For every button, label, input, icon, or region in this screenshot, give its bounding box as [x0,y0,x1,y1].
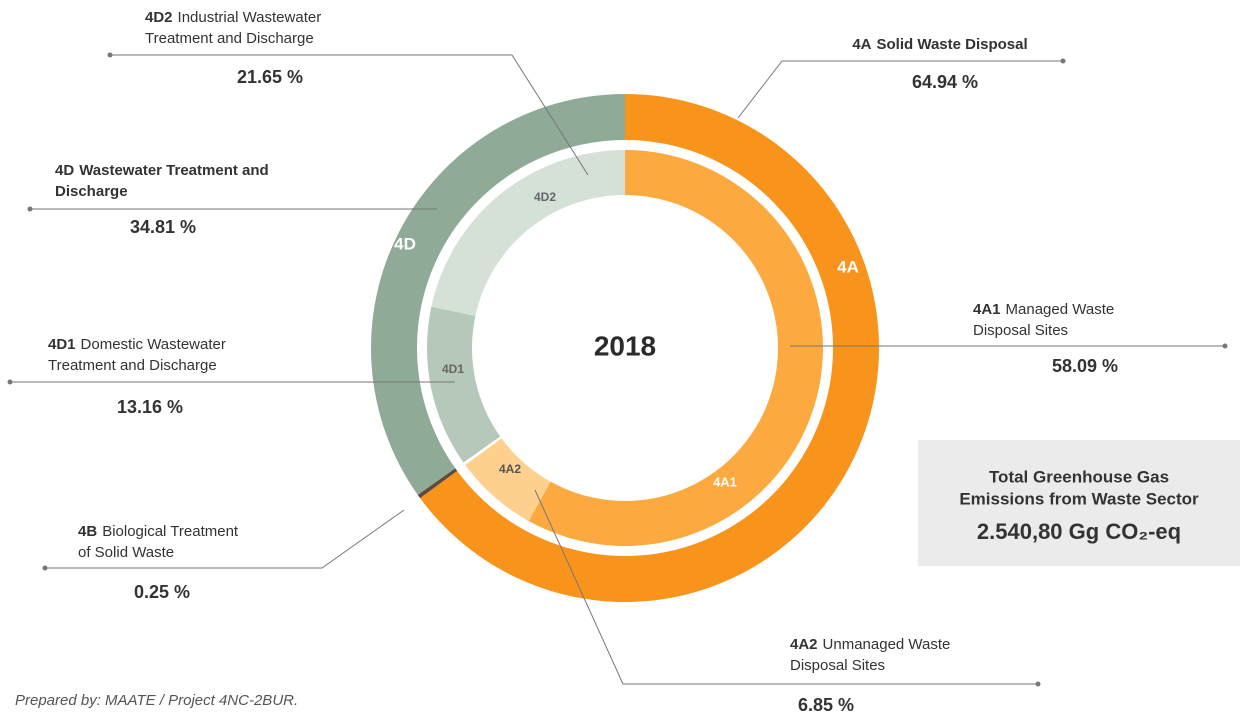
callout-name: Unmanaged Waste [823,636,951,653]
total-box-line: Total Greenhouse Gas [989,467,1169,486]
callout-name: Disposal Sites [790,657,885,674]
ring-label: 4A [837,257,859,276]
callout-label: 4A2 Unmanaged Waste [790,636,950,653]
leader-line [45,509,405,569]
callout-name: Disposal Sites [973,322,1068,339]
callout-value: 6.85 % [798,695,854,715]
inner-wedge [427,306,501,463]
source: Prepared by: MAATE / Project 4NC-2BUR. [15,692,298,709]
total-box [918,440,1240,566]
callout-value: 21.65 % [237,67,303,87]
callout-label: 4D2 Industrial Wastewater [145,9,321,26]
leader-line [534,489,1038,685]
callout-label: Discharge [55,183,128,200]
center-label: 2018 [594,330,656,361]
ring-label: 4A2 [499,462,521,476]
callout-label: Treatment and Discharge [48,357,217,374]
callout-name: Industrial Wastewater [178,9,322,26]
callout-name: Biological Treatment [102,523,239,540]
ring-label: 4D1 [442,362,464,376]
callout-name: Treatment and Discharge [145,30,314,47]
callout-name: of Solid Waste [78,544,174,561]
callout-name: Solid Waste Disposal [877,36,1028,53]
callout-name: Managed Waste [1006,301,1115,318]
callout-label: 4B Biological Treatment [78,523,239,540]
callout-name: Discharge [55,183,128,200]
callout-value: 58.09 % [1052,356,1118,376]
inner-wedge [465,438,551,521]
leader-dot [1060,58,1066,64]
callout-code: 4A [852,36,871,53]
outer-wedge [417,468,458,499]
ring-label: 4D2 [534,190,556,204]
callout-value: 34.81 % [130,217,196,237]
callout-name: Treatment and Discharge [48,357,217,374]
callout-label: Disposal Sites [973,322,1068,339]
callout-label: 4A Solid Waste Disposal [852,36,1027,53]
total-box-line: Emissions from Waste Sector [959,489,1199,508]
leader-dot [1222,343,1228,349]
callout-name: Wastewater Treatment and [79,162,269,179]
callout-code: 4A1 [973,301,1001,318]
callout-label: Disposal Sites [790,657,885,674]
leader-dot [107,52,113,58]
inner-wedge [528,150,823,546]
callout-code: 4D1 [48,336,76,353]
callout-value: 13.16 % [117,397,183,417]
callout-code: 4D [55,162,74,179]
leader-dot [7,379,13,385]
leader-dot [42,565,48,571]
leader-dot [27,206,33,212]
callout-label: 4D Wastewater Treatment and [55,162,269,179]
ring-label: 4A1 [713,474,737,489]
leader-dot [1035,681,1041,687]
callout-label: of Solid Waste [78,544,174,561]
callout-label: Treatment and Discharge [145,30,314,47]
callout-code: 4D2 [145,9,173,26]
ring-label: 4D [394,234,416,253]
callout-value: 64.94 % [912,72,978,92]
callout-value: 0.25 % [134,582,190,602]
callout-name: Domestic Wastewater [81,336,226,353]
leader-line [737,60,1063,119]
callout-label: 4A1 Managed Waste [973,301,1114,318]
total-box-value: 2.540,80 Gg CO₂-eq [977,519,1181,544]
outer-wedge [371,94,625,495]
callout-label: 4D1 Domestic Wastewater [48,336,226,353]
leader-line [110,54,589,176]
callout-code: 4A2 [790,636,818,653]
inner-wedge [431,150,625,317]
callout-code: 4B [78,523,97,540]
